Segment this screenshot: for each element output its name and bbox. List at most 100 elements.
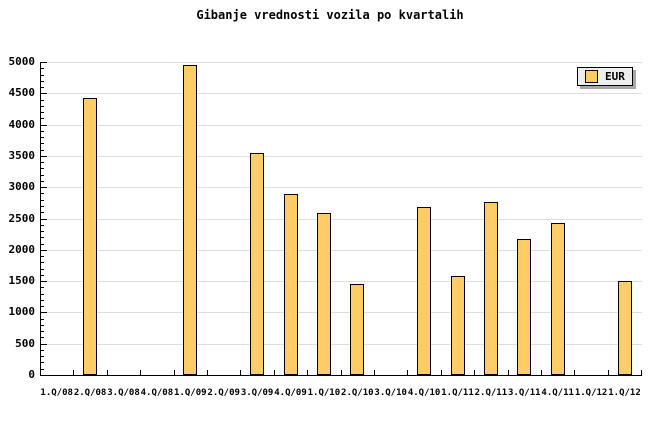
bar [250, 152, 265, 375]
y-axis-label: 4500 [8, 86, 36, 100]
bar [417, 207, 432, 375]
y-axis-minor-tick [41, 306, 44, 308]
x-axis-tick [240, 370, 242, 375]
bar [316, 213, 331, 375]
y-axis-minor-tick [41, 268, 44, 270]
y-axis-tick [41, 281, 47, 283]
x-axis-tick [140, 370, 142, 375]
y-axis-minor-tick [41, 231, 44, 233]
y-axis-minor-tick [41, 168, 44, 170]
y-axis-minor-tick [41, 337, 44, 339]
x-axis-label: 3.Q/11 [508, 388, 541, 398]
y-axis-minor-tick [41, 243, 44, 245]
legend-label: EUR [605, 70, 625, 83]
gridline [41, 155, 643, 157]
x-axis-label: 4.Q/08 [140, 388, 174, 398]
y-axis-minor-tick [41, 293, 44, 295]
y-axis-minor-tick [41, 324, 44, 326]
y-axis-minor-tick [41, 180, 44, 182]
x-axis-tick [474, 370, 476, 375]
bar [350, 284, 365, 375]
bar [83, 98, 98, 375]
x-axis-label: 1.Q/12 [574, 388, 608, 398]
bar [617, 281, 632, 375]
x-axis-tick [73, 370, 75, 375]
y-axis-minor-tick [41, 118, 44, 120]
y-axis-minor-tick [41, 199, 44, 201]
y-axis-minor-tick [41, 162, 44, 164]
gridline [41, 62, 643, 63]
x-axis-tick [207, 370, 208, 375]
y-axis-tick [41, 375, 47, 376]
x-axis-label: 1.Q/11 [441, 388, 474, 398]
y-axis-tick [41, 312, 47, 314]
y-axis-minor-tick [41, 212, 44, 214]
y-axis-tick [41, 93, 47, 95]
x-axis-tick [507, 370, 509, 375]
x-axis-label: 3.Q/09 [240, 388, 274, 398]
x-axis-label: 1.Q/09 [174, 388, 207, 398]
y-axis-minor-tick [41, 105, 44, 107]
y-axis-tick [41, 218, 47, 220]
x-axis-tick [440, 370, 442, 375]
y-axis-minor-tick [41, 174, 44, 176]
bar [183, 65, 198, 375]
x-axis-tick [641, 370, 643, 375]
y-axis-minor-tick [41, 331, 44, 333]
y-axis-tick [41, 343, 47, 345]
x-axis-label: 3.Q/10 [374, 388, 407, 398]
bar [550, 222, 565, 375]
y-axis-minor-tick [41, 99, 44, 101]
y-axis-minor-tick [41, 262, 44, 264]
y-axis-minor-tick [41, 137, 44, 139]
y-axis-minor-tick [41, 87, 44, 89]
x-axis-tick [273, 370, 275, 375]
x-axis-label: 2.Q/10 [341, 388, 374, 398]
y-axis-minor-tick [41, 318, 44, 320]
y-axis-tick [41, 155, 47, 157]
y-axis-minor-tick [41, 74, 44, 76]
y-axis-label: 500 [15, 336, 35, 350]
y-axis-tick [41, 187, 47, 189]
bar [517, 238, 532, 375]
gridline [41, 343, 643, 345]
x-axis-tick [574, 370, 576, 375]
bar [283, 194, 298, 375]
y-axis-label: 5000 [8, 55, 36, 68]
x-axis-tick [374, 370, 375, 375]
y-axis-minor-tick [41, 205, 44, 207]
bar [450, 276, 465, 375]
y-axis-line [40, 62, 41, 376]
y-axis-label: 3500 [8, 148, 36, 162]
y-axis-minor-tick [41, 368, 44, 370]
y-axis-tick [41, 62, 47, 63]
gridline [41, 249, 643, 251]
y-axis-minor-tick [41, 287, 44, 289]
y-axis-label: 0 [28, 368, 35, 381]
x-axis-tick [340, 370, 342, 375]
x-axis-label: 1.Q/10 [307, 388, 341, 398]
chart-title: Gibanje vrednosti vozila po kvartalih [196, 8, 464, 22]
x-axis-label: 4.Q/09 [274, 388, 307, 398]
x-axis-tick [307, 370, 309, 375]
y-axis-label: 1000 [8, 305, 36, 319]
x-axis-line [40, 375, 643, 376]
gridline [41, 312, 643, 314]
y-axis-minor-tick [41, 149, 44, 151]
y-axis-minor-tick [41, 143, 44, 145]
gridline [41, 124, 643, 126]
y-axis-minor-tick [41, 130, 44, 132]
x-axis-tick [541, 370, 542, 375]
y-axis-minor-tick [41, 193, 44, 195]
x-axis-tick [607, 370, 609, 375]
x-axis-tick [106, 370, 108, 375]
y-axis-minor-tick [41, 356, 44, 358]
y-axis-minor-tick [41, 68, 44, 70]
x-axis-tick [407, 370, 409, 375]
y-axis-tick [41, 249, 47, 251]
y-axis-label: 2000 [8, 242, 36, 256]
legend: EUR [577, 67, 633, 86]
y-axis-label: 4000 [8, 117, 36, 131]
x-axis-label: 4.Q/11 [541, 388, 574, 398]
